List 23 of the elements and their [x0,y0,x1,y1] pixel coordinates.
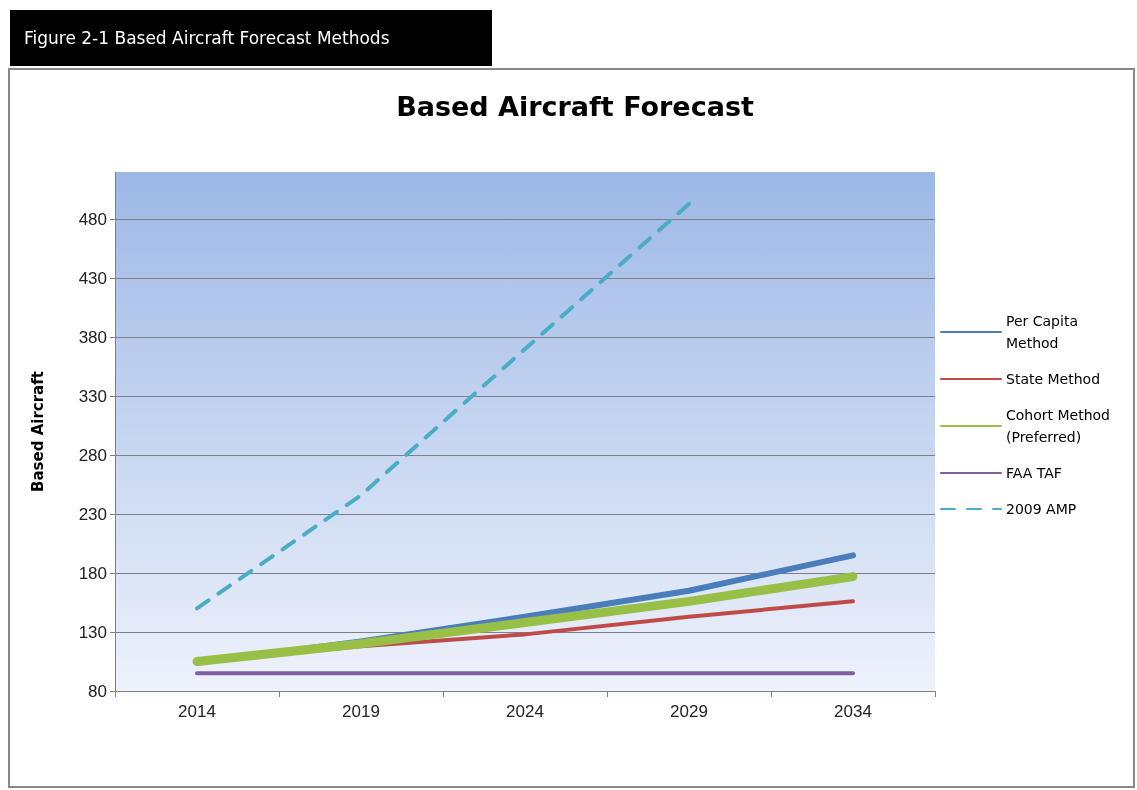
chart-title: Based Aircraft Forecast [396,91,754,122]
line-series [195,201,691,611]
x-tick-label: 2019 [342,702,380,721]
y-tick-label: 80 [88,681,107,701]
y-tick-label: 480 [78,209,107,229]
y-tick-label: 130 [78,622,107,642]
y-tick-label: 380 [78,327,107,347]
legend-label: Per Capita Method [1006,313,1083,351]
legend-label: Cohort Method (Preferred) [1006,407,1115,445]
legend-label: 2009 AMP [1006,501,1077,517]
y-tick-label: 330 [78,386,107,406]
x-tick-label: 2024 [506,702,544,721]
y-tick-label: 280 [78,445,107,465]
x-tick-label: 2034 [834,702,872,721]
x-tick-label: 2014 [178,702,216,721]
y-tick-label: 430 [78,268,107,288]
x-tick-label: 2029 [670,702,708,721]
y-tick-label: 230 [78,504,107,524]
legend-label: State Method [1006,371,1101,387]
legend-label: FAA TAF [1006,465,1062,481]
y-tick-label: 180 [78,563,107,583]
caption: Figure 2-1 Based Aircraft Forecast Methods [10,10,492,66]
y-axis-title: Based Aircraft [28,371,47,492]
